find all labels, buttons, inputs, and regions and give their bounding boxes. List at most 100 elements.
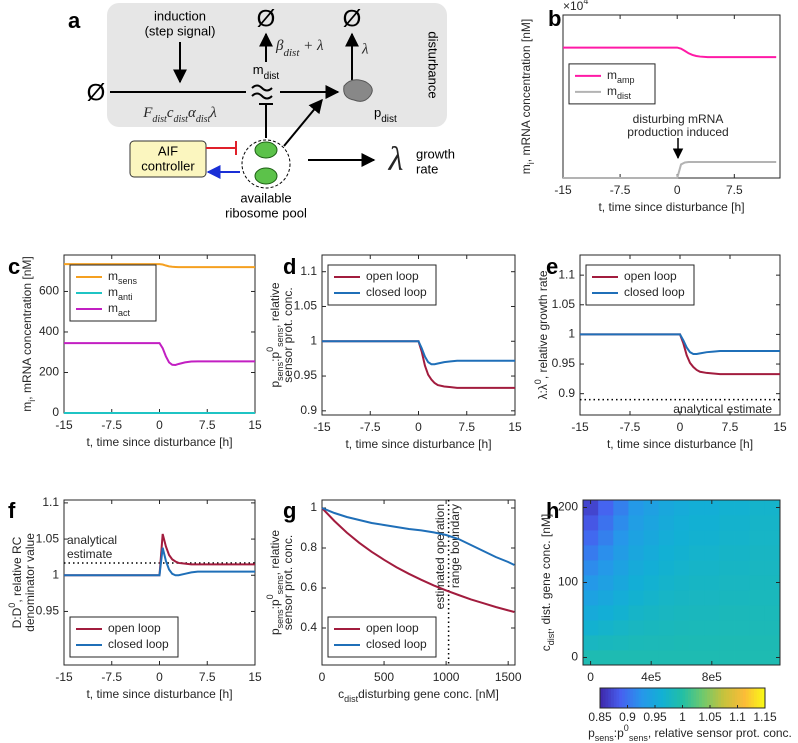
colorbar-tick-label: 0.95 bbox=[643, 710, 667, 724]
legend-label: mamp bbox=[607, 68, 635, 85]
y-axis-label: psens:p0sens, relative bbox=[265, 530, 285, 635]
colorbar-segment bbox=[740, 688, 744, 708]
series-line bbox=[64, 547, 255, 577]
colorbar-segment bbox=[734, 688, 738, 708]
text: m bbox=[253, 62, 264, 77]
x-tick-label: 8e5 bbox=[702, 670, 722, 684]
heatmap-cell bbox=[598, 575, 614, 591]
y-tick-label: 0.9 bbox=[558, 386, 575, 400]
growth-label: rate bbox=[416, 161, 438, 176]
heatmap-cell bbox=[719, 515, 735, 531]
heatmap-cell bbox=[613, 575, 629, 591]
heatmap-cell bbox=[583, 545, 599, 561]
heatmap-cell bbox=[613, 545, 629, 561]
text: i bbox=[27, 400, 37, 402]
heatmap-cell bbox=[613, 605, 629, 621]
x-tick-label: 15 bbox=[248, 670, 262, 684]
heatmap-cell bbox=[749, 560, 766, 576]
heatmap-cell bbox=[749, 635, 766, 651]
y-axis-label: mi, mRNA concentration [nM] bbox=[20, 256, 37, 411]
heatmap-cell bbox=[673, 560, 690, 576]
heatmap-cell bbox=[628, 620, 645, 636]
panel-letter: g bbox=[283, 498, 296, 523]
heatmap-cell bbox=[598, 530, 614, 546]
x-tick-label: 0 bbox=[587, 670, 594, 684]
text: sens bbox=[275, 609, 285, 629]
text: c bbox=[167, 105, 174, 121]
y-axis-label: psens:p0sens, relative bbox=[265, 282, 285, 387]
colorbar-tick-label: 1.15 bbox=[753, 710, 777, 724]
heatmap-cell bbox=[719, 620, 735, 636]
heatmap-cell bbox=[719, 545, 735, 561]
colorbar-segment bbox=[688, 688, 692, 708]
colorbar-segment bbox=[685, 688, 689, 708]
heatmap-cell bbox=[673, 590, 690, 606]
series-line bbox=[563, 160, 777, 179]
colorbar-segment bbox=[660, 688, 664, 708]
colorbar-segment bbox=[674, 688, 678, 708]
heatmap-cell bbox=[673, 605, 690, 621]
text: c bbox=[338, 687, 344, 701]
text: m bbox=[108, 285, 118, 299]
text: p bbox=[268, 381, 282, 388]
heatmap-cell bbox=[704, 515, 720, 531]
controller-label: controller bbox=[141, 158, 195, 173]
y-axis-label: cdist, dist. gene conc. [nM] bbox=[539, 514, 556, 651]
pool-label: available bbox=[240, 190, 291, 205]
heatmap-cell bbox=[689, 530, 705, 546]
text: m bbox=[607, 68, 617, 82]
heatmap-cell bbox=[643, 575, 660, 591]
x-tick-label: 0 bbox=[319, 670, 326, 684]
heatmap-cell bbox=[689, 605, 705, 621]
colorbar-tick-label: 1.05 bbox=[698, 710, 722, 724]
heatmap-cell bbox=[628, 605, 645, 621]
y-tick-label: 1.05 bbox=[552, 297, 576, 311]
text: i bbox=[526, 162, 536, 164]
legend-label: mdist bbox=[607, 84, 632, 101]
heatmap-cell bbox=[658, 500, 675, 516]
series-line bbox=[580, 333, 780, 355]
heatmap-cell bbox=[643, 530, 660, 546]
heatmap-cell bbox=[658, 605, 675, 621]
text: p bbox=[268, 628, 282, 635]
legend-box bbox=[327, 616, 437, 658]
y-tick-label: 400 bbox=[39, 324, 59, 338]
panel-letter: f bbox=[8, 498, 16, 523]
colorbar-segment bbox=[726, 688, 730, 708]
legend-label: msens bbox=[108, 269, 138, 286]
heatmap-cell bbox=[734, 515, 751, 531]
series-line bbox=[322, 340, 515, 366]
x-tick-label: -7.5 bbox=[610, 183, 631, 197]
arrow bbox=[283, 98, 323, 147]
heatmap-cell bbox=[613, 515, 629, 531]
x-tick-label: 15 bbox=[248, 418, 262, 432]
x-tick-label: 7.5 bbox=[199, 418, 216, 432]
x-tick-label: 0 bbox=[677, 420, 684, 434]
heatmap-cell bbox=[704, 620, 720, 636]
colorbar-segment bbox=[762, 688, 766, 708]
empty-set: Ø bbox=[343, 5, 362, 32]
heatmap-cell bbox=[719, 605, 735, 621]
colorbar-segment bbox=[600, 688, 604, 708]
legend-box bbox=[327, 264, 437, 306]
x-tick-label: 7.5 bbox=[199, 670, 216, 684]
colorbar-segment bbox=[655, 688, 659, 708]
heatmap-cell bbox=[704, 605, 720, 621]
colorbar-segment bbox=[759, 688, 763, 708]
heatmap-cell bbox=[658, 635, 675, 651]
growth-label: growth bbox=[416, 146, 455, 161]
text: :p bbox=[268, 352, 282, 362]
colorbar-segment bbox=[699, 688, 703, 708]
y-tick-label: 1 bbox=[310, 500, 317, 514]
colorbar-segment bbox=[652, 688, 656, 708]
x-tick-label: -15 bbox=[55, 418, 73, 432]
empty-set: Ø bbox=[257, 5, 276, 32]
colorbar-segment bbox=[611, 688, 615, 708]
x-axis-label: t, time since disturbance [h] bbox=[598, 200, 744, 214]
y-tick-label: 0 bbox=[52, 405, 59, 419]
heatmap-cell bbox=[673, 620, 690, 636]
heatmap-cell bbox=[764, 560, 781, 576]
heatmap-cell bbox=[749, 620, 766, 636]
series-line bbox=[321, 507, 515, 566]
